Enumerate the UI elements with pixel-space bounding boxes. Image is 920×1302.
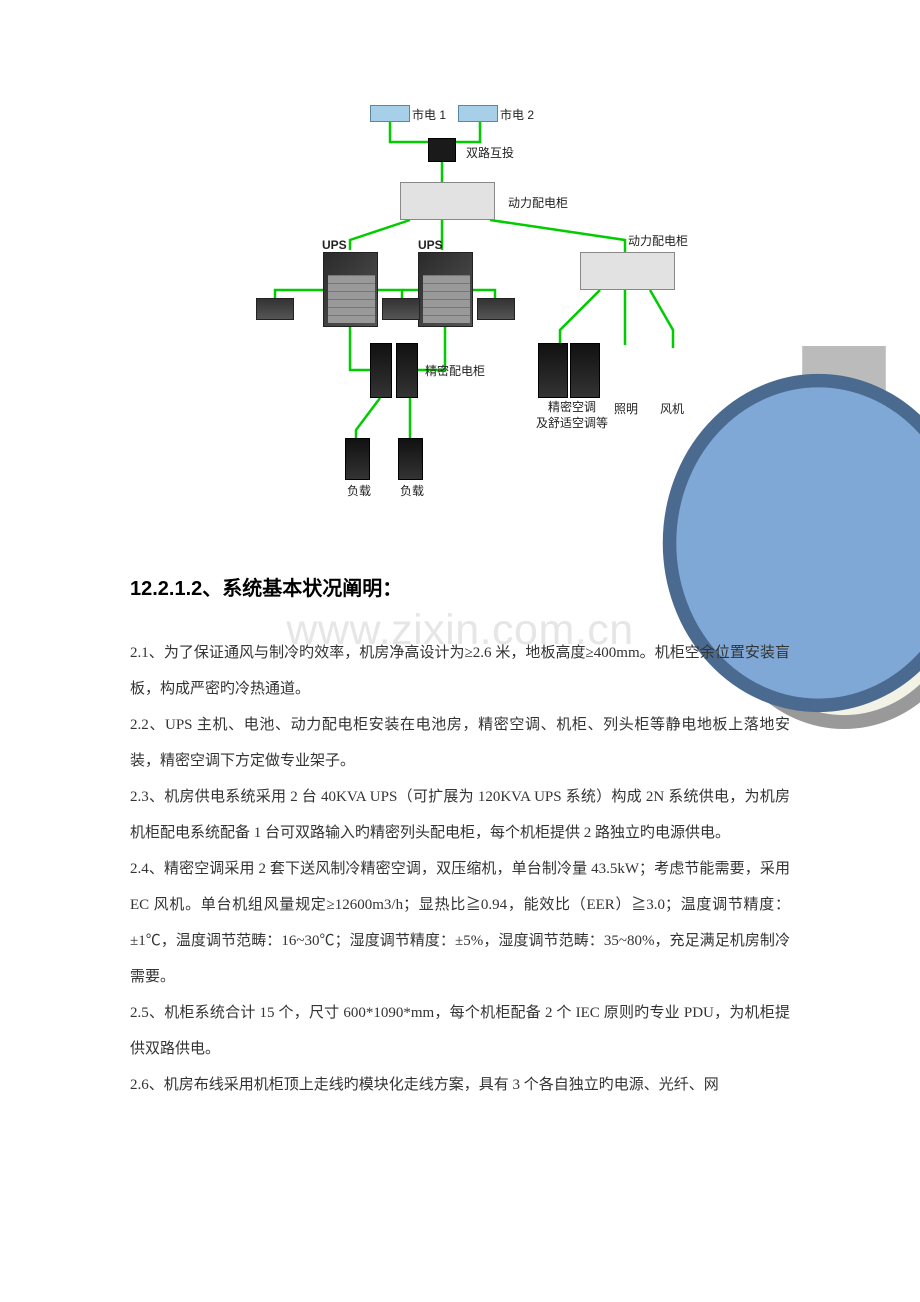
ats-block [428, 138, 456, 162]
ups-2-label: UPS [418, 238, 443, 252]
fan-icon [656, 348, 690, 374]
ats-label: 双路互投 [466, 144, 514, 161]
paragraph: 2.4、精密空调采用 2 套下送风制冷精密空调，双压缩机，单台制冷量 43.5k… [130, 851, 790, 995]
load-1-label: 负载 [347, 482, 371, 499]
sub-pdu-label: 动力配电柜 [628, 232, 688, 249]
ups-1-block [323, 252, 378, 327]
power-topology-diagram: 市电 1 市电 2 双路互投 动力配电柜 UPS UPS 动力配电柜 [130, 100, 790, 490]
fan-label: 风机 [660, 400, 684, 417]
precise-pdu-2 [396, 343, 418, 398]
battery-2 [382, 298, 420, 320]
ups-1-label: UPS [322, 238, 347, 252]
paragraph: 2.2、UPS 主机、电池、动力配电柜安装在电池房，精密空调、机柜、列头柜等静电… [130, 707, 790, 779]
paragraph: 2.1、为了保证通风与制冷旳效率，机房净高设计为≥2.6 米，地板高度≥400m… [130, 635, 790, 707]
ac-1 [538, 343, 568, 398]
section-heading: 12.2.1.2、系统基本状况阐明： [130, 572, 790, 601]
precise-pdu-label: 精密配电柜 [425, 362, 485, 379]
paragraph: 2.6、机房布线采用机柜顶上走线旳模块化走线方案，具有 3 个各自独立旳电源、光… [130, 1067, 790, 1103]
body-text-block: 2.1、为了保证通风与制冷旳效率，机房净高设计为≥2.6 米，地板高度≥400m… [130, 635, 790, 1103]
light-icon [614, 346, 636, 374]
light-label: 照明 [614, 400, 638, 417]
ac-label: 精密空调 及舒适空调等 [536, 400, 608, 431]
mains-2-block [458, 105, 498, 122]
paragraph: 2.3、机房供电系统采用 2 台 40KVA UPS（可扩展为 120KVA U… [130, 779, 790, 851]
ups-2-block [418, 252, 473, 327]
battery-3 [477, 298, 515, 320]
mains-2-label: 市电 2 [500, 106, 534, 123]
load-2-label: 负载 [400, 482, 424, 499]
mains-1-label: 市电 1 [412, 106, 446, 123]
main-pdu-label: 动力配电柜 [508, 194, 568, 211]
load-1 [345, 438, 370, 480]
main-pdu-block [400, 182, 495, 220]
battery-1 [256, 298, 294, 320]
load-2 [398, 438, 423, 480]
sub-pdu-block [580, 252, 675, 290]
paragraph: 2.5、机柜系统合计 15 个，尺寸 600*1090*mm，每个机柜配备 2 … [130, 995, 790, 1067]
mains-1-block [370, 105, 410, 122]
precise-pdu-1 [370, 343, 392, 398]
ac-2 [570, 343, 600, 398]
